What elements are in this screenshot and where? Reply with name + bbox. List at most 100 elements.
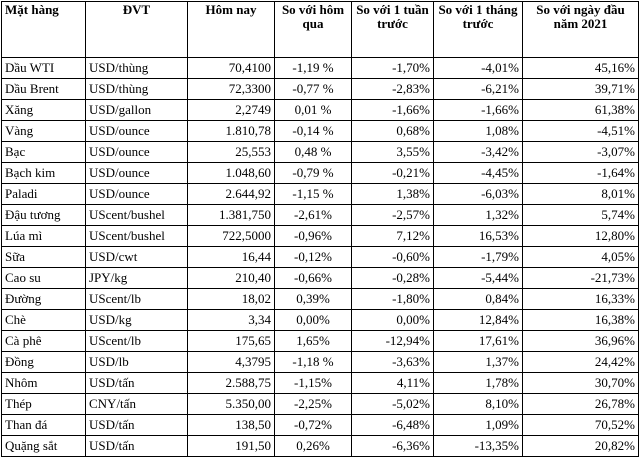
cell-vs-yesterday: 1,65%: [274, 330, 352, 352]
table-row: Đồng USD/lb 4,3795 -1,18 % -3,63% 1,37% 24,42%: [1, 351, 639, 373]
cell-vs-year-start: -1,64%: [522, 162, 639, 184]
cell-today: 210,40: [187, 267, 275, 289]
cell-commodity: Chè: [1, 309, 86, 331]
header-unit: ĐVT: [85, 1, 188, 58]
header-vs-month: So với 1 tháng trước: [433, 1, 523, 58]
table-row: Chè USD/kg 3,34 0,00% 0,00% 12,84% 16,38%: [1, 309, 639, 331]
cell-vs-week: -2,83%: [351, 78, 434, 100]
table-row: Lúa mì UScent/bushel 722,5000 -0,96% 7,12% 16…: [1, 225, 639, 247]
cell-today: 3,34: [187, 309, 275, 331]
cell-vs-year-start: 8,01%: [522, 183, 639, 205]
cell-unit: USD/lb: [85, 351, 188, 373]
cell-commodity: Thép: [1, 393, 86, 415]
cell-vs-month: -1,79%: [433, 246, 523, 268]
cell-commodity: Cà phê: [1, 330, 86, 352]
cell-vs-yesterday: -0,77 %: [274, 78, 352, 100]
cell-commodity: Than đá: [1, 414, 86, 436]
cell-vs-week: 0,68%: [351, 120, 434, 142]
cell-vs-yesterday: -0,66%: [274, 267, 352, 289]
cell-vs-yesterday: 0,39%: [274, 288, 352, 310]
cell-today: 1.381,750: [187, 204, 275, 226]
cell-vs-yesterday: -1,15 %: [274, 183, 352, 205]
cell-today: 25,553: [187, 141, 275, 163]
cell-commodity: Cao su: [1, 267, 86, 289]
cell-vs-yesterday: -1,18 %: [274, 351, 352, 373]
cell-vs-yesterday: -0,79 %: [274, 162, 352, 184]
cell-vs-year-start: 70,52%: [522, 414, 639, 436]
cell-vs-week: -0,60%: [351, 246, 434, 268]
cell-vs-yesterday: -0,12%: [274, 246, 352, 268]
cell-commodity: Xăng: [1, 99, 86, 121]
cell-vs-year-start: 45,16%: [522, 57, 639, 79]
cell-vs-week: -6,48%: [351, 414, 434, 436]
cell-vs-year-start: 39,71%: [522, 78, 639, 100]
cell-vs-month: 8,10%: [433, 393, 523, 415]
cell-unit: USD/thùng: [85, 78, 188, 100]
cell-vs-week: -2,57%: [351, 204, 434, 226]
table-row: Cà phê UScent/lb 175,65 1,65% -12,94% 17,61% 3…: [1, 330, 639, 352]
cell-vs-week: -5,02%: [351, 393, 434, 415]
cell-commodity: Bạc: [1, 141, 86, 163]
cell-unit: USD/ounce: [85, 141, 188, 163]
cell-vs-yesterday: -2,61%: [274, 204, 352, 226]
table-row: Sữa USD/cwt 16,44 -0,12% -0,60% -1,79% 4,05%: [1, 246, 639, 268]
cell-commodity: Dầu Brent: [1, 78, 86, 100]
cell-vs-year-start: 26,78%: [522, 393, 639, 415]
cell-today: 2,2749: [187, 99, 275, 121]
cell-vs-year-start: -4,51%: [522, 120, 639, 142]
cell-today: 16,44: [187, 246, 275, 268]
cell-vs-year-start: 16,38%: [522, 309, 639, 331]
cell-vs-month: 17,61%: [433, 330, 523, 352]
table-row: Đậu tương UScent/bushel 1.381,750 -2,61% -2,…: [1, 204, 639, 226]
cell-vs-yesterday: -1,19 %: [274, 57, 352, 79]
cell-commodity: Vàng: [1, 120, 86, 142]
cell-vs-month: -3,42%: [433, 141, 523, 163]
cell-vs-week: -0,28%: [351, 267, 434, 289]
cell-vs-week: 4,11%: [351, 372, 434, 394]
cell-unit: USD/ounce: [85, 183, 188, 205]
cell-vs-week: 7,12%: [351, 225, 434, 247]
cell-today: 175,65: [187, 330, 275, 352]
cell-commodity: Đậu tương: [1, 204, 86, 226]
cell-vs-year-start: 12,80%: [522, 225, 639, 247]
table-row: Quặng sắt USD/tấn 191,50 0,26% -6,36% -13,35%…: [1, 435, 639, 457]
cell-vs-year-start: 4,05%: [522, 246, 639, 268]
cell-vs-month: -6,21%: [433, 78, 523, 100]
cell-vs-month: 1,78%: [433, 372, 523, 394]
cell-unit: UScent/bushel: [85, 204, 188, 226]
header-vs-yesterday: So với hôm qua: [274, 1, 352, 58]
cell-today: 1.048,60: [187, 162, 275, 184]
cell-commodity: Nhôm: [1, 372, 86, 394]
cell-unit: UScent/lb: [85, 288, 188, 310]
cell-today: 1.810,78: [187, 120, 275, 142]
header-vs-week: So với 1 tuần trước: [351, 1, 434, 58]
table-row: Vàng USD/ounce 1.810,78 -0,14 % 0,68% 1,08% -4…: [1, 120, 639, 142]
table-row: Xăng USD/gallon 2,2749 0,01 % -1,66% -1,66% 61…: [1, 99, 639, 121]
cell-unit: USD/cwt: [85, 246, 188, 268]
cell-vs-year-start: 24,42%: [522, 351, 639, 373]
table-row: Nhôm USD/tấn 2.588,75 -1,15% 4,11% 1,78% 30,70…: [1, 372, 639, 394]
cell-today: 70,4100: [187, 57, 275, 79]
cell-vs-month: 16,53%: [433, 225, 523, 247]
cell-today: 2.644,92: [187, 183, 275, 205]
cell-today: 4,3795: [187, 351, 275, 373]
cell-vs-month: 12,84%: [433, 309, 523, 331]
cell-vs-week: -1,80%: [351, 288, 434, 310]
cell-vs-month: -4,45%: [433, 162, 523, 184]
cell-unit: UScent/lb: [85, 330, 188, 352]
cell-unit: UScent/bushel: [85, 225, 188, 247]
cell-vs-yesterday: 0,00%: [274, 309, 352, 331]
cell-vs-week: -1,70%: [351, 57, 434, 79]
table-row: Cao su JPY/kg 210,40 -0,66% -0,28% -5,44% -21,…: [1, 267, 639, 289]
table-row: Than đá USD/tấn 138,50 -0,72% -6,48% 1,09% 70,…: [1, 414, 639, 436]
header-commodity: Mặt hàng: [1, 1, 86, 58]
table-row: Đường UScent/lb 18,02 0,39% -1,80% 0,84% 16,33…: [1, 288, 639, 310]
table-row: Thép CNY/tấn 5.350,00 -2,25% -5,02% 8,10% 26,7…: [1, 393, 639, 415]
cell-commodity: Đồng: [1, 351, 86, 373]
cell-unit: USD/thùng: [85, 57, 188, 79]
table-body: Dầu WTI USD/thùng 70,4100 -1,19 % -1,70% -4,0…: [1, 57, 639, 457]
cell-vs-month: 1,09%: [433, 414, 523, 436]
header-vs-year-start: So với ngày đầu năm 2021: [522, 1, 639, 58]
cell-vs-month: 1,37%: [433, 351, 523, 373]
cell-today: 2.588,75: [187, 372, 275, 394]
